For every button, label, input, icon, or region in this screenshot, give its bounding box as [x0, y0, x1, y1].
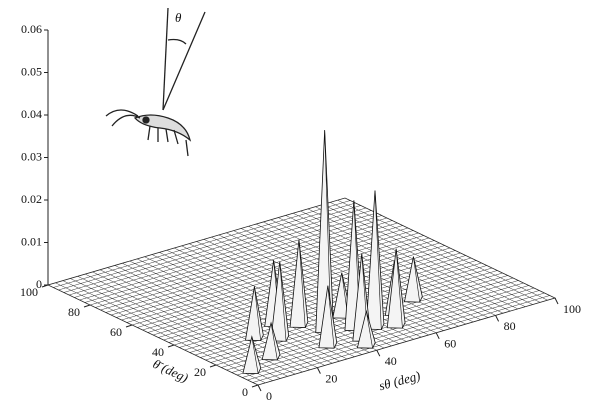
peak-edge — [270, 322, 278, 361]
y-tick-label: 60 — [110, 325, 122, 339]
y-tick — [41, 284, 49, 288]
floor-grid — [110, 227, 409, 316]
floor-grid — [240, 228, 452, 329]
peak-edge — [327, 285, 335, 349]
angle-line — [162, 11, 206, 111]
x-tick-label: 100 — [563, 302, 581, 316]
y-tick-label: 100 — [20, 285, 38, 299]
angle-label: θ — [175, 10, 182, 25]
y-tick — [125, 324, 133, 328]
floor-grid — [137, 240, 435, 328]
z-tick-label: 0.05 — [21, 64, 42, 78]
z-tick-label: 0 — [36, 277, 42, 291]
x-tick — [316, 367, 321, 374]
floor-grid — [53, 200, 351, 288]
x-tick — [257, 384, 262, 392]
z-tick-label: 0.06 — [21, 22, 42, 36]
vertical-line — [162, 7, 169, 111]
z-tick-label: 0.02 — [21, 192, 42, 206]
y-tick-label: 80 — [68, 305, 80, 319]
floor-grid — [121, 232, 419, 321]
floor-grid — [330, 202, 541, 303]
krill-eye — [142, 116, 150, 124]
y-tick-label: 20 — [194, 365, 206, 379]
x-tick-label: 60 — [444, 337, 456, 351]
floor-grid — [84, 215, 382, 303]
z-tick-label: 0.01 — [21, 234, 42, 248]
floor-grid — [263, 221, 474, 323]
floor-grid — [278, 217, 489, 318]
floor-grid — [63, 205, 361, 293]
peak-edge — [298, 239, 306, 328]
y-tick — [209, 364, 217, 368]
y-tick-label: 40 — [152, 345, 164, 359]
y-tick — [83, 304, 91, 308]
krill-illustration — [105, 7, 206, 157]
peak-edge — [374, 190, 382, 330]
floor-grid — [315, 206, 526, 307]
x-tick — [495, 315, 500, 322]
floor-grid — [142, 242, 440, 331]
peak-edge — [251, 336, 259, 374]
x-tick — [376, 349, 381, 357]
floor-grid — [100, 222, 398, 311]
floor-grid — [337, 199, 548, 301]
x-tick-label: 20 — [325, 371, 337, 385]
x-tick-label: 40 — [385, 354, 397, 368]
x-tick-label: 80 — [504, 319, 516, 333]
y-tick-label: 0 — [242, 385, 248, 399]
floor-grid — [211, 236, 422, 338]
floor-grid — [89, 217, 388, 306]
floor-grid — [116, 230, 414, 318]
z-tick-label: 0.03 — [21, 149, 42, 163]
floor-grid — [68, 207, 367, 296]
peak-edge — [279, 261, 287, 342]
floor-grid — [58, 202, 356, 291]
x-tick — [554, 297, 559, 305]
floor-grid — [322, 204, 533, 305]
angle-arc — [167, 38, 187, 45]
x-axis-title: sθ (deg) — [377, 368, 422, 393]
peak-edge — [395, 248, 403, 329]
y-tick — [167, 344, 175, 348]
peak-edge — [413, 256, 420, 303]
peak-edge — [366, 311, 373, 349]
floor-grid — [233, 230, 444, 331]
peak-edge — [254, 286, 261, 341]
y-axis-title: θ̄ (deg) — [151, 356, 191, 385]
y-tick — [251, 384, 259, 388]
floor-grid — [95, 220, 393, 308]
floor-grid — [300, 210, 511, 312]
x-tick — [435, 332, 440, 340]
z-tick-label: 0.04 — [21, 107, 42, 121]
krill-legs — [105, 109, 189, 157]
x-tick-label: 0 — [266, 389, 272, 403]
